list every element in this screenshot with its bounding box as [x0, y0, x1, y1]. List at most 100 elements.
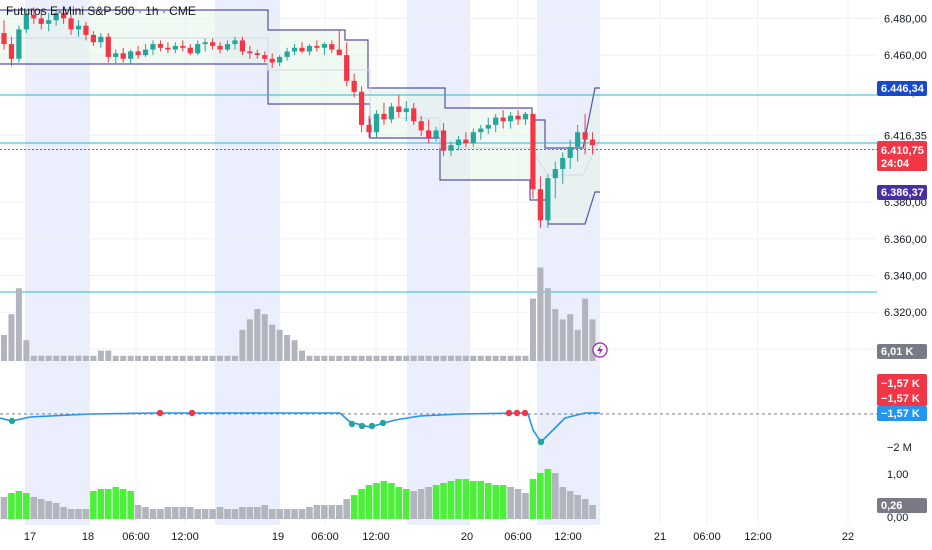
price-tick-label: 6.460,00 — [884, 50, 927, 62]
candle-body — [247, 51, 253, 54]
oscillator-bar — [499, 485, 507, 519]
candle-body — [299, 47, 305, 52]
volume-bar — [395, 355, 402, 361]
candle-body — [61, 12, 67, 19]
candle-body — [396, 106, 402, 113]
volume-bar — [53, 355, 60, 361]
oscillator-bar — [216, 507, 224, 519]
time-tick-label: 12:00 — [362, 531, 390, 543]
oscillator-bar — [410, 491, 418, 519]
oscillator-bar — [581, 499, 589, 519]
candle-body — [187, 47, 193, 54]
oscillator-bar — [276, 509, 283, 519]
candle-body — [448, 145, 454, 151]
candle-body — [463, 139, 469, 144]
cvd-marker — [537, 438, 545, 446]
oscillator-bar — [186, 507, 194, 519]
candle-body — [195, 44, 201, 54]
countdown-badge: 24:04 — [881, 158, 910, 170]
volume-bar — [60, 355, 67, 361]
candle-body — [120, 53, 126, 59]
oscillator-bar — [15, 491, 23, 519]
cvd-badge-3-bg — [877, 406, 927, 421]
price-upper-badge-bg — [877, 81, 927, 96]
volume-bar — [403, 355, 410, 361]
candle-body — [344, 55, 350, 81]
volume-bar — [284, 335, 291, 361]
volume-bar — [135, 355, 142, 361]
oscillator-bar — [179, 507, 187, 519]
candle-body — [508, 115, 514, 122]
volume-bar — [336, 355, 343, 361]
cvd-badge-3: −1,57 K — [881, 408, 920, 420]
cvd-marker — [8, 417, 16, 425]
volume-bar — [261, 314, 268, 361]
candle-body — [16, 29, 22, 59]
volume-bar — [105, 350, 112, 361]
time-tick-label: 06:00 — [693, 531, 721, 543]
oscillator-bar — [432, 485, 440, 519]
volume-bar — [172, 355, 179, 361]
flash-icon-bolt — [597, 345, 603, 355]
oscillator-bar — [112, 487, 120, 519]
candle-body — [373, 113, 380, 133]
volume-bar — [224, 355, 231, 361]
grid — [0, 0, 877, 525]
candle-body — [46, 20, 52, 24]
candle-body — [515, 115, 521, 120]
volume-badge-bg — [877, 344, 927, 359]
oscillator-bar — [484, 483, 492, 519]
oscillator-bar — [8, 493, 15, 519]
volume-bar — [351, 355, 358, 361]
price-lower-badge-bg — [877, 185, 927, 200]
volume-bar — [544, 288, 551, 361]
volume-bar — [38, 355, 45, 361]
osc-zero-label: 0,00 — [887, 512, 908, 524]
volume-bar — [321, 355, 328, 361]
time-tick-label: 06:00 — [504, 531, 532, 543]
oscillator-bar — [134, 505, 142, 519]
candle-body — [411, 108, 417, 122]
candle-body — [522, 113, 529, 120]
candle-body — [560, 157, 566, 169]
oscillator-bar — [328, 505, 336, 519]
oscillator-bar — [373, 483, 380, 519]
channel-upper-line — [0, 9, 600, 149]
candle-body — [493, 117, 499, 125]
time-tick-label: 12:00 — [554, 531, 582, 543]
oscillator-bar — [529, 479, 537, 519]
oscillator-pane — [0, 469, 596, 519]
volume-bar — [75, 355, 82, 361]
volume-bar — [202, 355, 209, 361]
candle-body — [23, 14, 29, 30]
volume-bar — [366, 355, 373, 361]
volume-bar — [515, 355, 522, 361]
oscillator-bar — [380, 481, 388, 519]
oscillator-bar — [209, 509, 216, 519]
volume-bar — [142, 355, 149, 361]
time-tick-label: 17 — [24, 531, 36, 543]
time-axis[interactable]: 17 18 06:00 12:00 19 06:00 12:00 20 06:00 12:00 21… — [24, 531, 854, 543]
oscillator-bar — [589, 505, 596, 519]
volume-bar — [529, 298, 536, 361]
volume-bar — [231, 355, 238, 361]
volume-bar — [82, 355, 89, 361]
oscillator-bar — [90, 491, 97, 519]
candle-body — [530, 113, 536, 190]
channel-lower-line — [0, 63, 600, 225]
candle-body — [90, 34, 96, 43]
oscillator-bar — [291, 509, 298, 519]
cvd-badge-2: −1,57 K — [881, 393, 920, 405]
oscillator-bar — [194, 509, 201, 519]
osc-top-label: 1,00 — [887, 469, 908, 481]
time-tick-label: 19 — [272, 531, 284, 543]
candle-body — [426, 130, 432, 138]
volume-bar — [507, 355, 514, 361]
channel-mid-line — [0, 37, 601, 176]
candle-body — [180, 45, 186, 48]
candle-body — [277, 56, 283, 63]
oscillator-bar — [142, 507, 149, 519]
candle-body — [440, 130, 447, 151]
volume-bar — [306, 355, 313, 361]
